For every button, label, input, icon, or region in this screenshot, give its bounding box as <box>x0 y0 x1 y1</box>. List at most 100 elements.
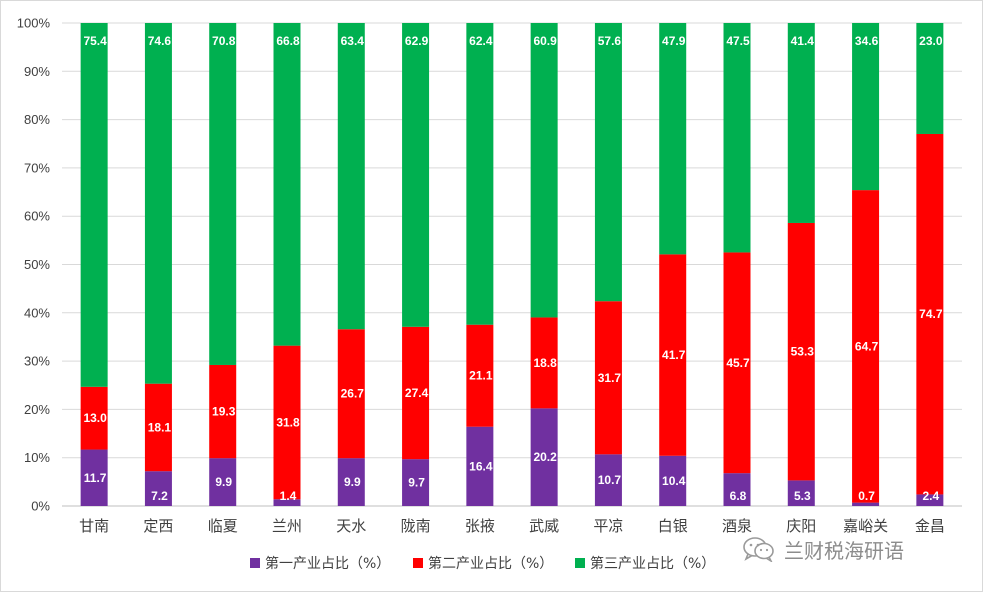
data-label: 64.7 <box>855 339 879 353</box>
data-label: 10.7 <box>598 473 622 487</box>
data-label: 18.1 <box>148 420 172 434</box>
x-tick-label: 天水 <box>336 517 366 535</box>
bars <box>80 23 944 506</box>
bar-segment-1 <box>594 454 622 506</box>
bar-segment-1 <box>916 494 944 506</box>
data-label: 62.9 <box>405 34 429 48</box>
data-label: 60.9 <box>533 34 557 48</box>
bar-segment-2 <box>659 254 687 456</box>
data-label: 62.4 <box>469 34 493 48</box>
data-label: 63.4 <box>341 34 365 48</box>
legend-swatch <box>413 558 423 568</box>
x-tick-label: 甘南 <box>79 517 109 535</box>
x-tick-label: 临夏 <box>208 517 238 535</box>
y-tick-label: 0% <box>31 499 50 514</box>
x-tick-label: 陇南 <box>401 517 431 535</box>
bar-segment-3 <box>659 23 687 255</box>
bar-segment-3 <box>466 23 494 325</box>
y-tick-label: 20% <box>24 402 50 417</box>
bar-segment-2 <box>852 190 880 503</box>
data-label: 26.7 <box>341 387 365 401</box>
x-tick-label: 平凉 <box>593 517 623 535</box>
legend-label: 第二产业占比（%） <box>428 555 553 572</box>
x-tick-label: 庆阳 <box>786 517 816 535</box>
legend: 第一产业占比（%） 第二产业占比（%） 第三产业占比（%） <box>250 555 715 572</box>
wechat-icon <box>743 537 774 562</box>
data-label: 9.9 <box>215 475 232 489</box>
data-label: 57.6 <box>598 34 622 48</box>
data-label: 41.7 <box>662 348 686 362</box>
data-labels: 11.7 13.0 75.4 7.2 18.1 74.6 9.9 19.3 70.8 1.4 31.… <box>83 34 942 503</box>
data-label: 0.7 <box>858 489 875 503</box>
data-label: 31.7 <box>598 371 622 385</box>
bar-segment-1 <box>659 455 687 506</box>
x-tick-label: 酒泉 <box>722 517 752 535</box>
x-tick-label: 嘉峪关 <box>843 517 888 535</box>
data-label: 66.8 <box>276 34 300 48</box>
legend-swatch <box>250 558 260 568</box>
x-tick-label: 兰州 <box>272 517 302 535</box>
y-tick-label: 80% <box>24 112 50 127</box>
bar-segment-3 <box>594 23 622 302</box>
y-tick-label: 90% <box>24 64 50 79</box>
y-tick-label: 70% <box>24 160 50 175</box>
y-tick-label: 50% <box>24 257 50 272</box>
bar-segment-2 <box>466 324 494 427</box>
bar-segment-1 <box>273 499 301 506</box>
data-label: 41.4 <box>791 34 815 48</box>
data-label: 10.4 <box>662 474 686 488</box>
bar-segment-3 <box>337 23 365 330</box>
data-label: 34.6 <box>855 34 879 48</box>
bar-segment-2 <box>723 252 751 474</box>
data-label: 19.3 <box>212 405 236 419</box>
x-tick-label: 武威 <box>529 517 559 535</box>
data-label: 16.4 <box>469 459 493 473</box>
y-tick-label: 10% <box>24 450 50 465</box>
bar-segment-3 <box>402 23 430 327</box>
watermark: 兰财税海研语 <box>742 534 904 564</box>
legend-label: 第一产业占比（%） <box>265 555 390 572</box>
legend-label: 第三产业占比（%） <box>590 555 715 572</box>
x-tick-label: 金昌 <box>915 517 945 535</box>
data-label: 1.4 <box>280 489 297 503</box>
data-label: 45.7 <box>726 356 750 370</box>
bar-segment-3 <box>916 23 944 134</box>
bar-segment-1 <box>337 458 365 506</box>
bar-segment-1 <box>852 502 880 506</box>
bar-segment-1 <box>787 480 815 506</box>
y-tick-label: 100% <box>17 16 51 31</box>
watermark-text: 兰财税海研语 <box>784 538 904 563</box>
y-tick-label: 60% <box>24 209 50 224</box>
bar-segment-1 <box>144 471 172 506</box>
bar-segment-3 <box>530 23 558 318</box>
y-tick-label: 40% <box>24 305 50 320</box>
bar-segment-2 <box>530 317 558 409</box>
bar-segment-1 <box>209 458 237 506</box>
data-label: 5.3 <box>794 489 811 503</box>
bar-segment-3 <box>273 23 301 346</box>
data-label: 9.7 <box>408 476 425 490</box>
bar-segment-2 <box>273 345 301 500</box>
bar-segment-1 <box>723 473 751 506</box>
bar-segment-3 <box>852 23 880 191</box>
data-label: 53.3 <box>791 345 815 359</box>
x-tick-label: 白银 <box>658 517 688 535</box>
bar-segment-3 <box>80 23 108 387</box>
data-label: 9.9 <box>344 475 361 489</box>
bar-segment-2 <box>594 301 622 455</box>
data-label: 18.8 <box>533 356 557 370</box>
data-label: 47.5 <box>726 34 750 48</box>
data-label: 27.4 <box>405 386 429 400</box>
bar-segment-3 <box>209 23 237 365</box>
bar-segment-3 <box>723 23 751 253</box>
bar-segment-2 <box>80 386 108 450</box>
gridlines <box>62 22 962 507</box>
bar-segment-2 <box>144 383 172 472</box>
legend-swatch <box>575 558 585 568</box>
data-label: 74.6 <box>148 34 172 48</box>
data-label: 2.4 <box>923 489 940 503</box>
bar-segment-1 <box>80 449 108 506</box>
bar-segment-2 <box>916 133 944 495</box>
x-axis-categories: 甘南 定西 临夏 兰州 天水 陇南 张掖 武威 平凉 白银 酒泉 庆阳 嘉峪关 金昌 <box>79 517 945 535</box>
data-label: 6.8 <box>730 489 747 503</box>
